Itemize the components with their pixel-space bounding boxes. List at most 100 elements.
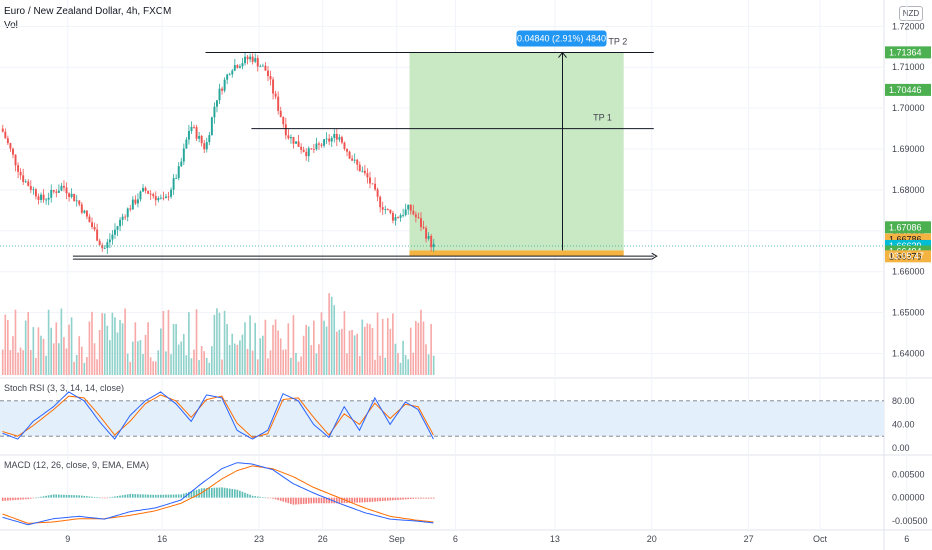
macd-histogram-bar <box>205 488 208 498</box>
volume-bar <box>116 332 119 375</box>
candle-body <box>19 171 22 176</box>
volume-bar <box>320 312 323 375</box>
candle-body <box>47 197 50 200</box>
candle-body <box>264 65 267 71</box>
candle-body <box>226 74 229 80</box>
volume-bar <box>129 361 132 375</box>
macd-histogram-bar <box>341 497 343 504</box>
macd-tick-label: 0.00500 <box>892 469 925 479</box>
macd-histogram-bar <box>172 494 175 498</box>
volume-bar <box>73 361 75 375</box>
candle-body <box>422 227 425 229</box>
volume-bar <box>50 327 52 375</box>
candle-body <box>427 235 430 239</box>
candle-body <box>136 199 139 204</box>
macd-histogram-bar <box>111 496 114 498</box>
macd-histogram-bar <box>374 497 376 502</box>
candle-body <box>57 190 60 193</box>
macd-histogram-bar <box>165 494 167 498</box>
candle-body <box>249 56 252 60</box>
macd-histogram-bar <box>137 494 139 498</box>
macd-histogram-bar <box>101 497 103 499</box>
volume-bar <box>52 343 55 375</box>
candle-body <box>159 197 162 199</box>
price-badge-label: 1.66786 <box>889 235 922 245</box>
candle-body <box>152 194 155 197</box>
candle-body <box>193 126 195 128</box>
candle-body <box>300 146 303 150</box>
macd-histogram-bar <box>432 497 435 499</box>
candle-body <box>27 181 30 187</box>
candle-body <box>101 245 104 249</box>
macd-histogram-bar <box>27 497 30 500</box>
macd-histogram-bar <box>282 497 285 502</box>
volume-bar <box>300 356 302 375</box>
candle-body <box>279 110 282 117</box>
volume-bar <box>318 344 320 375</box>
time-tick-label: 13 <box>550 534 560 544</box>
drawn-levels[interactable]: 0.04840 (2.91%) 4840 TP 2 TP 1 <box>0 30 884 260</box>
volume-bar <box>200 346 203 375</box>
macd-histogram-bar <box>116 496 119 498</box>
macd-histogram-bar <box>351 497 353 503</box>
candle-body <box>389 209 392 213</box>
macd-histogram-bar <box>152 494 154 498</box>
volume-bar <box>262 335 264 375</box>
candle-body <box>129 208 132 210</box>
macd-histogram-bar <box>343 497 346 504</box>
volume-bar <box>376 312 379 375</box>
volume-bar <box>302 335 305 375</box>
macd-histogram-bar <box>379 497 381 502</box>
volume-bar <box>14 309 17 375</box>
macd-histogram-bar <box>364 497 366 503</box>
candle-body <box>399 215 402 218</box>
volume-bar <box>142 354 144 375</box>
macd-histogram-bar <box>277 497 279 501</box>
macd-histogram-bar <box>246 493 249 498</box>
macd-histogram-bar <box>91 496 93 498</box>
candle-body <box>409 204 412 211</box>
volume-bar <box>75 354 78 375</box>
volume-bar <box>83 362 86 375</box>
volume-bar <box>417 322 420 375</box>
candle-body <box>68 193 71 197</box>
macd-histogram-bar <box>310 497 313 504</box>
macd-histogram-bar <box>70 495 73 498</box>
volume-bar <box>239 340 241 375</box>
macd-histogram-bar <box>55 494 58 498</box>
candle-body <box>40 194 42 200</box>
volume-bar <box>24 320 27 375</box>
volume-bar <box>106 325 109 375</box>
countdown-label: 03:05:47 <box>889 251 924 261</box>
volume-bar <box>165 351 167 375</box>
macd-histogram-bar <box>404 497 407 500</box>
candle-body <box>42 194 45 200</box>
candle-body <box>295 141 297 144</box>
volume-bar <box>137 341 139 375</box>
macd-histogram-bar <box>42 496 45 498</box>
volume-bar <box>1 349 4 375</box>
candle-body <box>241 63 244 67</box>
candle-body <box>425 228 428 239</box>
macd-histogram-bar <box>262 497 264 498</box>
time-tick-label: Sep <box>389 534 405 544</box>
volume-bar <box>185 355 188 375</box>
macd-histogram-bar <box>211 487 213 498</box>
volume-bar <box>343 311 346 375</box>
macd-histogram-bar <box>223 487 226 498</box>
candle-body <box>340 137 343 143</box>
volume-bar <box>167 309 170 375</box>
volume-bar <box>170 354 172 375</box>
volume-bar <box>98 329 101 375</box>
candle-body <box>88 216 91 223</box>
candle-body <box>210 117 213 136</box>
macd-histogram-bar <box>129 493 132 498</box>
price-tick-label: 1.65000 <box>892 308 925 318</box>
candle-body <box>274 93 277 97</box>
candle-body <box>348 151 351 159</box>
macd-tick-label: 0.00000 <box>892 493 925 503</box>
candle-body <box>73 193 76 202</box>
currency-badge[interactable]: NZD <box>899 6 923 21</box>
macd-histogram-bar <box>175 494 177 498</box>
